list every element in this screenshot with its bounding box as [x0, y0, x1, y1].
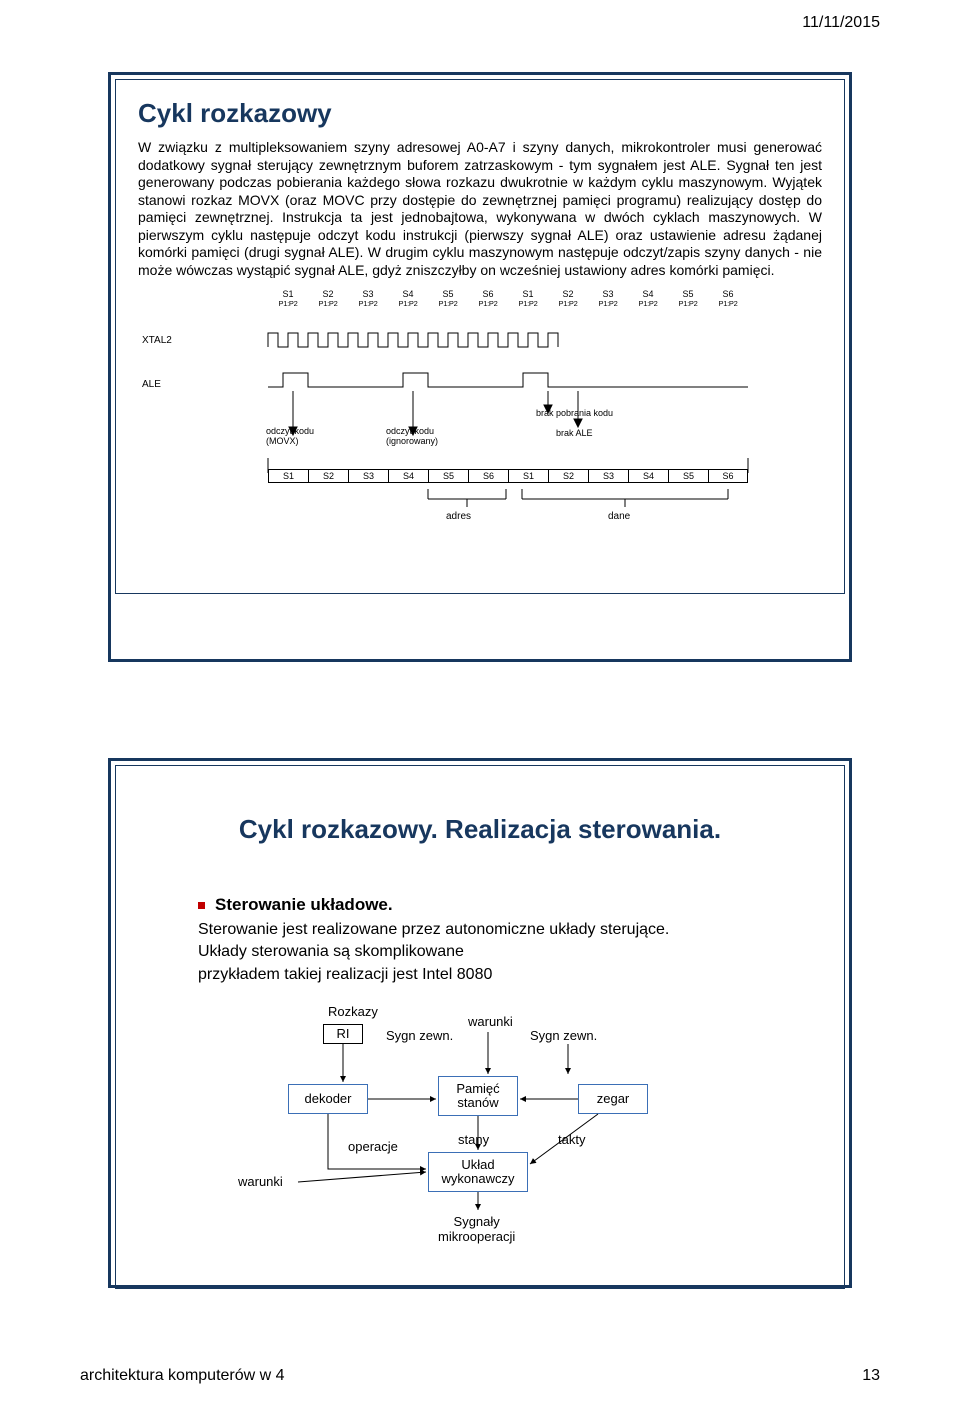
ale-label: ALE [142, 379, 161, 390]
arrow-label-2: odczyt kodu (ignorowany) [386, 427, 456, 447]
arrow-label-1: odczyt kodu (MOVX) [266, 427, 326, 447]
slide2-line-3: przykładem takiej realizacji jest Intel … [198, 964, 822, 986]
arrow-label-3b: brak ALE [556, 429, 616, 439]
slide-2-inner: Cykl rozkazowy. Realizacja sterowania. S… [115, 765, 845, 1289]
xtal-label: XTAL2 [142, 335, 172, 346]
slide-1-inner: Cykl rozkazowy W związku z multipleksowa… [115, 79, 845, 594]
slide2-bullet: Sterowanie układowe. [198, 895, 822, 915]
slide-1: Cykl rozkazowy W związku z multipleksowa… [108, 72, 852, 662]
under-dane: dane [608, 511, 630, 522]
slide1-body: W związku z multipleksowaniem szyny adre… [138, 139, 822, 279]
diagram-arrows [268, 1004, 688, 1264]
timing-svg [198, 313, 768, 483]
date-header: 11/11/2015 [802, 14, 880, 32]
timing-diagram: S1P1:P2 S2P1:P2 S3P1:P2 S4P1:P2 S5P1:P2 … [138, 289, 822, 579]
bullet-icon [198, 902, 205, 909]
footer-right: 13 [862, 1367, 880, 1385]
state-row-bottom: S1 S2 S3 S4 S5 S6 S1 S2 S3 S4 S5 S6 [268, 469, 748, 483]
slide2-line-1: Sterowanie jest realizowane przez autono… [198, 919, 822, 941]
slide-2: Cykl rozkazowy. Realizacja sterowania. S… [108, 758, 852, 1288]
footer-left: architektura komputerów w 4 [80, 1367, 285, 1385]
under-adres: adres [446, 511, 471, 522]
arrow-label-3a: brak pobrania kodu [536, 409, 616, 419]
block-diagram: Rozkazy RI Sygn zewn. warunki Sygn zewn.… [268, 1004, 822, 1274]
slide2-title: Cykl rozkazowy. Realizacja sterowania. [138, 814, 822, 845]
slide2-line-2: Układy sterowania są skomplikowane [198, 941, 822, 963]
slide1-title: Cykl rozkazowy [138, 98, 822, 129]
under-segments [268, 489, 828, 519]
state-row-top: S1P1:P2 S2P1:P2 S3P1:P2 S4P1:P2 S5P1:P2 … [268, 289, 748, 308]
